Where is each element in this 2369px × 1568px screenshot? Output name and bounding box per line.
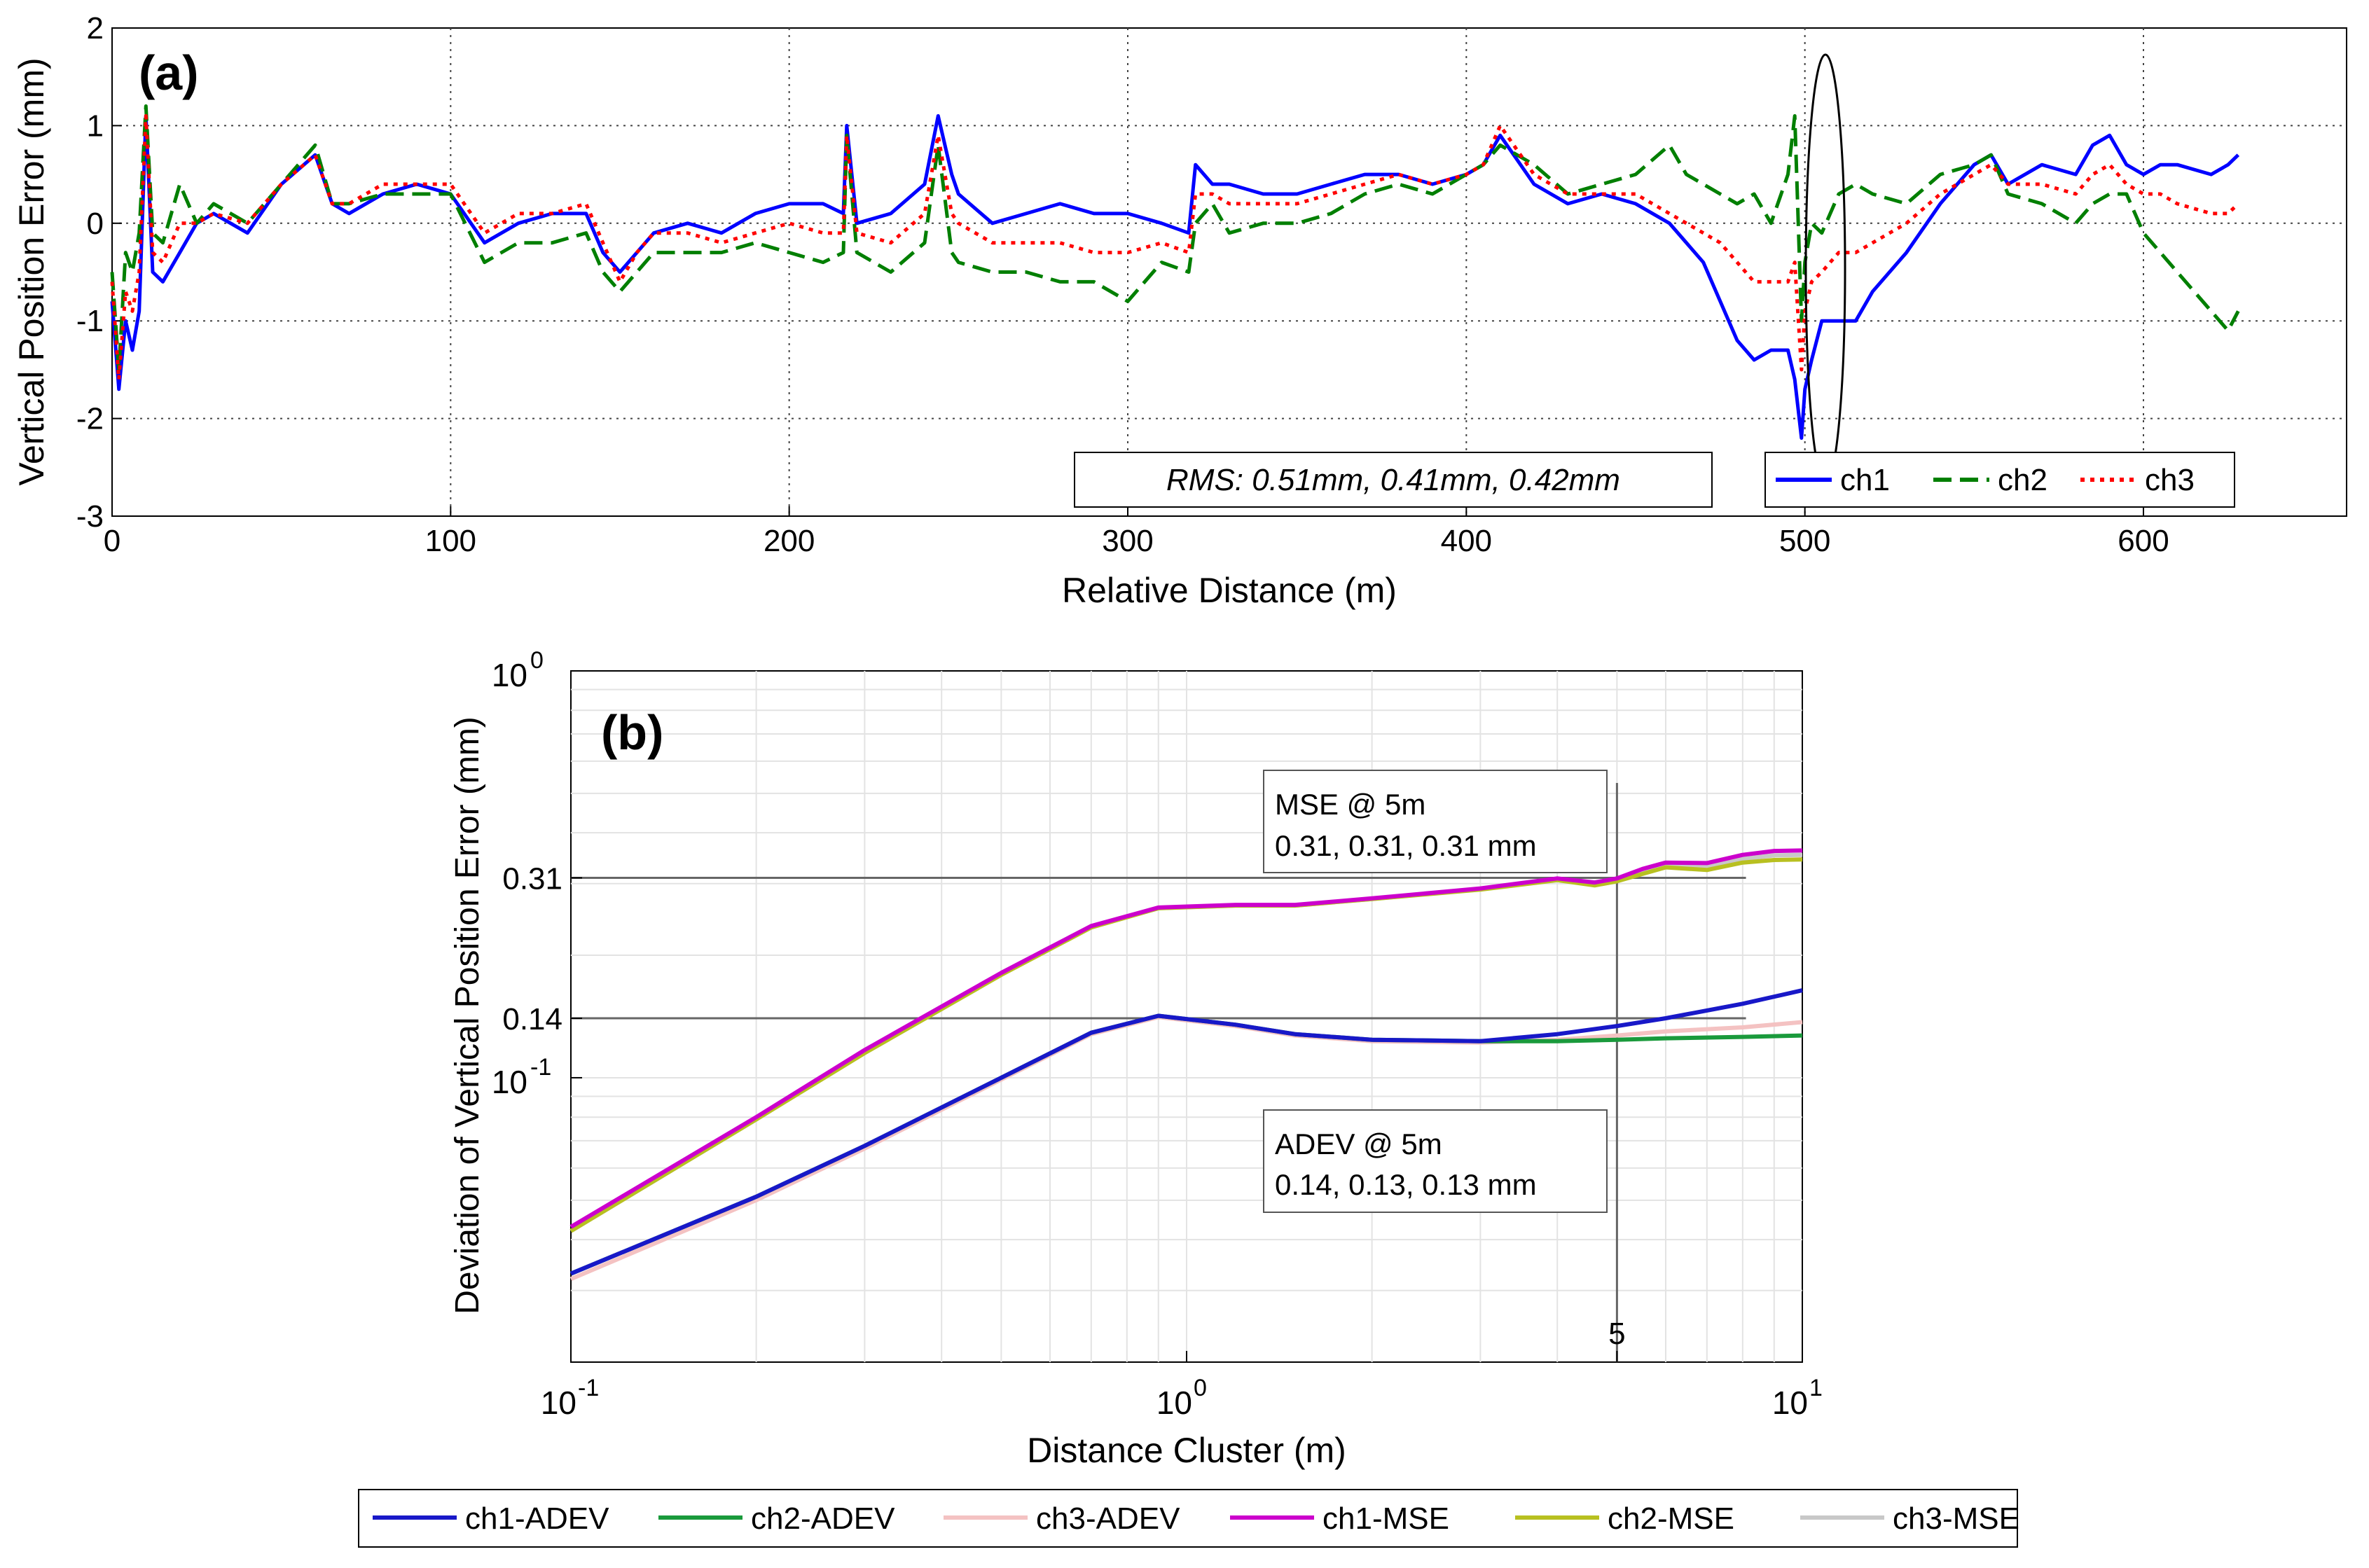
panel-b-label: (b) — [601, 705, 663, 760]
panel-b-x-axis-label: Distance Cluster (m) — [1027, 1431, 1346, 1470]
panel-b-y-tick-label: 0.31 — [502, 861, 562, 896]
panel-a-y-axis-label: Vertical Position Error (mm) — [12, 57, 51, 485]
panel-a-y-tick-label: 0 — [87, 207, 104, 241]
panel-b-x-tick-exponent: -1 — [578, 1375, 599, 1401]
series-ch1-line — [110, 114, 2240, 440]
panel-b-x-tick-exponent: 1 — [1809, 1375, 1823, 1401]
panel-b-y-tick-label: 10 — [492, 657, 527, 693]
panel-a-y-tick-label: -2 — [76, 402, 104, 436]
panel-a-x-tick-label: 300 — [1102, 524, 1153, 558]
legend-label-ch3-MSE: ch3-MSE — [1893, 1501, 2019, 1536]
panel-a-x-tick-label: 500 — [1779, 524, 1830, 558]
panel-a-y-tick-label: 2 — [87, 11, 104, 46]
panel-a-legend — [1764, 452, 2235, 508]
panel-a-label: (a) — [139, 46, 199, 100]
panel-b-x-tick-label: 10 — [1156, 1385, 1192, 1421]
panel-a-plot-area — [111, 27, 2347, 517]
panel-b-x-tick-label: 10 — [541, 1385, 576, 1421]
legend-label-ch1-ADEV: ch1-ADEV — [465, 1501, 609, 1536]
mse-annotation-title: MSE @ 5m — [1275, 788, 1425, 821]
adev-annotation-values: 0.14, 0.13, 0.13 mm — [1275, 1168, 1537, 1201]
panel-b-y-tick-exponent: 0 — [530, 647, 544, 674]
panel-a-y-tick-label: -1 — [76, 304, 104, 338]
series-ch2-line — [110, 104, 2240, 372]
series-ch1-ADEV-line — [569, 988, 1803, 1276]
panel-b-y-tick-label: 10 — [492, 1064, 527, 1100]
panel-a-x-tick-label: 200 — [764, 524, 815, 558]
panel-a-x-axis-label: Relative Distance (m) — [1062, 571, 1397, 610]
rms-box — [1074, 452, 1713, 508]
legend-label-ch1-MSE: ch1-MSE — [1322, 1501, 1449, 1536]
legend-label-ch3-ADEV: ch3-ADEV — [1036, 1501, 1180, 1536]
panel-b-series — [569, 848, 1803, 1282]
legend-label-ch2-MSE: ch2-MSE — [1608, 1501, 1734, 1536]
panel-a: 0 100 200 300 400 500 600 -3 -2 -1 0 1 2 (a) RMS: 0.… — [12, 11, 2347, 610]
panel-a-x-tick-label: 0 — [104, 524, 120, 558]
legend-label-ch2: ch2 — [1998, 463, 2047, 497]
panel-b-legend — [358, 1489, 2018, 1548]
legend-label-ch2-ADEV: ch2-ADEV — [751, 1501, 895, 1536]
panel-a-y-tick-label: -3 — [76, 499, 104, 534]
legend-label-ch1: ch1 — [1840, 463, 1890, 497]
panel-b-x-tick-exponent: 0 — [1194, 1375, 1207, 1401]
panel-b-x-tick-label: 10 — [1772, 1385, 1808, 1421]
rms-text: RMS: 0.51mm, 0.41mm, 0.42mm — [1166, 463, 1620, 497]
mse-annotation-box — [1263, 770, 1608, 873]
panel-b-x-tick-label: 5 — [1608, 1317, 1625, 1351]
panel-b-legend-items: ch1-ADEV ch2-ADEV ch3-ADEV ch1-MSE ch2-MSE ch… — [373, 1501, 2019, 1536]
panel-b-y-tick-label: 0.14 — [502, 1002, 562, 1036]
mse-annotation-values: 0.31, 0.31, 0.31 mm — [1275, 829, 1537, 862]
panel-a-x-tick-label: 600 — [2118, 524, 2169, 558]
panel-b-y-axis-label: Deviation of Vertical Position Error (mm… — [449, 716, 486, 1314]
panel-a-y-tick-label: 1 — [87, 109, 104, 143]
panel-a-grid — [112, 28, 2347, 516]
adev-annotation-title: ADEV @ 5m — [1275, 1128, 1442, 1160]
adev-annotation-box — [1263, 1109, 1608, 1213]
panel-a-legend-items: ch1 ch2 ch3 — [1776, 463, 2195, 497]
panel-a-ticks: 0 100 200 300 400 500 600 -3 -2 -1 0 1 2 — [76, 11, 2169, 558]
legend-label-ch3: ch3 — [2145, 463, 2195, 497]
series-ch1-MSE-line — [569, 848, 1803, 1229]
panel-a-x-tick-label: 100 — [425, 524, 476, 558]
panel-a-series — [110, 104, 2240, 440]
series-ch3-line — [110, 114, 2240, 382]
panel-b-y-tick-exponent: -1 — [530, 1054, 551, 1081]
panel-a-x-tick-label: 400 — [1441, 524, 1492, 558]
